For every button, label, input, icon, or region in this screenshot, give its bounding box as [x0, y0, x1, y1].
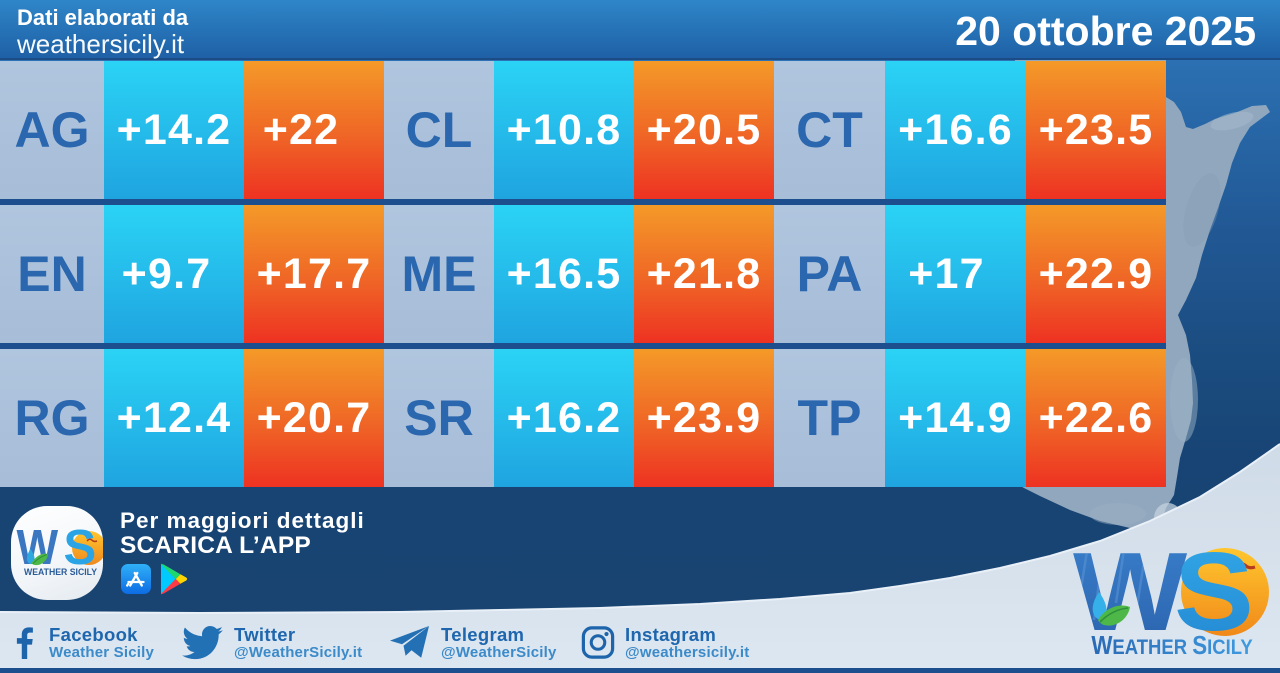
svg-text:W: W — [17, 520, 59, 575]
svg-text:S: S — [1174, 535, 1254, 654]
svg-text:W: W — [1073, 535, 1188, 654]
svg-text:S: S — [64, 521, 97, 575]
svg-text:WEATHER SICILY: WEATHER SICILY — [24, 567, 97, 577]
svg-text:WEATHER SICILY: WEATHER SICILY — [1091, 631, 1253, 660]
